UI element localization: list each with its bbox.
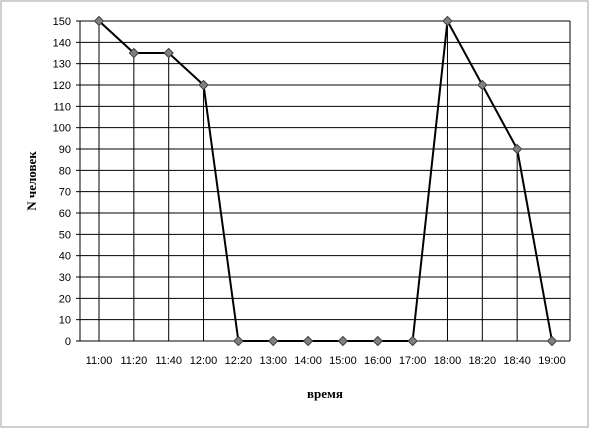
y-tick-label-20: 20	[59, 293, 71, 305]
y-tick-label-150: 150	[53, 16, 71, 28]
x-tick-label-5: 13:00	[259, 355, 287, 367]
x-tick-label-3: 12:00	[190, 355, 218, 367]
data-point-13	[546, 335, 558, 347]
x-tick-label-2: 11:40	[155, 355, 182, 367]
y-tick-labels: 0 10 20 30 40 50 60 70 80 90 100 110 120 130 140 150	[53, 16, 71, 348]
series-layer	[98, 17, 553, 342]
y-tick-label-60: 60	[59, 208, 71, 220]
x-tick-label-12: 18:40	[503, 355, 531, 367]
x-tick-label-13: 19:00	[538, 355, 566, 367]
x-tick-label-4: 12:20	[225, 355, 253, 367]
data-point-1	[128, 47, 140, 59]
data-point-11	[477, 79, 488, 91]
y-tick-label-50: 50	[59, 229, 71, 241]
y-tick-label-0: 0	[65, 336, 71, 348]
y-tick-label-90: 90	[59, 144, 71, 156]
data-point-8	[372, 335, 383, 347]
data-point-2	[163, 47, 174, 59]
y-tick-label-110: 110	[53, 101, 71, 113]
x-tick-label-11: 18:20	[469, 355, 497, 367]
x-tick-labels: 11:00 11:20 11:40 12:00 12:20 13:00 14:00 15:00…	[86, 355, 566, 367]
data-point-3	[198, 79, 209, 91]
data-point-5	[268, 335, 279, 347]
y-tick-label-10: 10	[59, 315, 71, 327]
x-tick-label-8: 16:00	[364, 355, 392, 367]
x-tick-label-0: 11:00	[86, 355, 113, 367]
y-tick-label-120: 120	[53, 80, 71, 92]
y-tick-label-40: 40	[59, 251, 71, 263]
y-tick-label-100: 100	[53, 123, 71, 135]
y-tick-label-140: 140	[53, 37, 71, 49]
x-tick-label-7: 15:00	[329, 355, 357, 367]
data-point-7	[337, 335, 349, 347]
y-tick-label-80: 80	[59, 165, 71, 177]
x-tick-label-10: 18:00	[434, 355, 462, 367]
y-tick-label-130: 130	[53, 59, 71, 71]
y-tick-label-30: 30	[59, 272, 71, 284]
y-tick-label-70: 70	[59, 187, 71, 199]
drop-lines	[98, 21, 518, 341]
series-line	[98, 17, 553, 342]
x-tick-label-9: 17:00	[399, 355, 427, 367]
x-tick-label-6: 14:00	[294, 355, 322, 367]
data-point-12	[511, 143, 523, 155]
data-point-10	[442, 15, 453, 27]
markers	[93, 15, 558, 347]
data-point-6	[302, 335, 314, 347]
x-axis-title: время	[307, 386, 343, 401]
data-point-4	[233, 335, 244, 347]
data-point-0	[93, 15, 105, 27]
x-tick-label-1: 11:20	[120, 355, 147, 367]
y-axis-title: N человек	[24, 151, 39, 211]
data-point-9	[407, 335, 418, 347]
